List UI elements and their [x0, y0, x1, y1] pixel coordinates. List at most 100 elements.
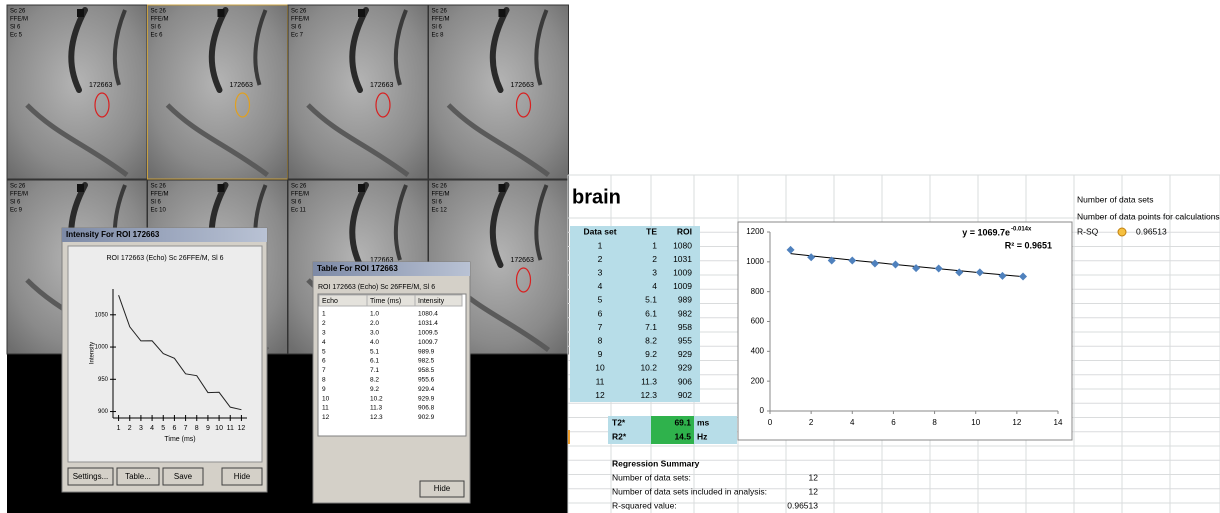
side-label: Number of data points for calculations: [1077, 211, 1220, 221]
tile-info: Sl 6: [291, 25, 302, 31]
x-tick-label: 8: [932, 418, 937, 427]
sheet-cell: 1: [598, 240, 603, 250]
table-cell: 906.8: [418, 405, 435, 412]
window-title: Table For ROI 172663: [317, 264, 398, 273]
button-label: Hide: [434, 484, 451, 493]
table-cell: 1031.4: [418, 320, 438, 327]
x-tick-label: 10: [971, 418, 980, 427]
y-tick-label: 400: [751, 346, 765, 355]
table-cell: 1009.7: [418, 339, 438, 346]
sheet-cell: 3: [652, 267, 657, 277]
status-dot: [1118, 228, 1126, 236]
x-tick-label: 4: [150, 425, 154, 432]
sheet-cell: 11.3: [641, 376, 657, 386]
tile-info: FFE/M: [151, 17, 169, 23]
param-label: T2*: [612, 417, 626, 427]
table-cell: 989.9: [418, 348, 435, 355]
tile-info: Sc 26: [10, 9, 26, 15]
tile-info: Sc 26: [432, 9, 448, 15]
column-header-label: Intensity: [418, 298, 445, 305]
tile-info: Sl 6: [151, 25, 162, 31]
y-tick-label: 1200: [746, 227, 764, 236]
sheet-header: Data set: [583, 226, 616, 236]
sheet-cell: 1009: [673, 267, 692, 277]
x-tick-label: 7: [184, 425, 188, 432]
sheet-cell: 929: [678, 349, 692, 359]
roi-label: 172663: [89, 82, 112, 89]
table-cell: 5.1: [370, 348, 379, 355]
table-cell: 1009.5: [418, 330, 438, 337]
regression-value: 12: [809, 486, 819, 496]
tile-info: Sl 6: [291, 200, 302, 206]
table-cell: 929.9: [418, 395, 435, 402]
tile-info: Sc 26: [291, 184, 307, 190]
sheet-cell: 9: [598, 349, 603, 359]
y-tick-label: 950: [98, 377, 109, 383]
table-cell: 1: [322, 311, 326, 318]
param-unit: ms: [697, 417, 710, 427]
tile-info: Sc 26: [151, 9, 167, 15]
table-cell: 5: [322, 348, 326, 355]
roi-label: 172663: [230, 82, 253, 89]
x-tick-label: 12: [238, 425, 246, 432]
table-cell: 982.5: [418, 358, 435, 365]
tile-info: Sc 26: [291, 9, 307, 15]
roi-label: 172663: [370, 82, 393, 89]
regression-title: Regression Summary: [612, 458, 700, 468]
tile-info: FFE/M: [151, 192, 169, 198]
table-cell: 955.6: [418, 377, 435, 384]
sheet-cell: 989: [678, 295, 692, 305]
table-cell: 9: [322, 386, 326, 393]
x-tick-label: 12: [1012, 418, 1021, 427]
sheet-cell: 8.2: [645, 335, 657, 345]
sheet-cell: 12.3: [640, 390, 657, 400]
sheet-cell: 6: [598, 308, 603, 318]
regression-value: 12: [809, 472, 819, 482]
tile-info: Sc 26: [151, 184, 167, 190]
table-cell: 902.9: [418, 414, 435, 421]
tile-info: FFE/M: [432, 17, 450, 23]
marker: [499, 184, 506, 192]
x-tick-label: 3: [139, 425, 143, 432]
trend-exponent: -0.014x: [1011, 227, 1032, 233]
tile-info: Ec 9: [10, 208, 23, 214]
row-marker: [568, 430, 570, 444]
x-tick-label: 1: [117, 425, 121, 432]
sheet-cell: 8: [598, 335, 603, 345]
x-tick-label: 4: [850, 418, 855, 427]
table-cell: 12: [322, 414, 330, 421]
tile-info: Sl 6: [10, 200, 21, 206]
button-label: Settings...: [73, 472, 109, 481]
table-box: [318, 294, 466, 436]
column-header-label: Time (ms): [370, 298, 401, 305]
table-cell: 1.0: [370, 311, 379, 318]
tile-info: Ec 7: [291, 33, 304, 39]
y-tick-label: 900: [98, 409, 109, 415]
marker: [77, 9, 84, 17]
sheet-cell: 7: [598, 322, 603, 332]
sheet-cell: 2: [598, 254, 603, 264]
x-axis-label: Time (ms): [164, 436, 195, 443]
sheet-cell: 1031: [673, 254, 692, 264]
sheet-cell: 6.1: [645, 308, 657, 318]
roi-label: 172663: [511, 82, 534, 89]
y-tick-label: 1000: [95, 345, 109, 351]
tile-info: Ec 10: [151, 208, 167, 214]
table-cell: 7: [322, 367, 326, 374]
marker: [218, 9, 225, 17]
x-tick-label: 6: [891, 418, 896, 427]
tile-info: Sl 6: [151, 200, 162, 206]
marker: [218, 184, 225, 192]
tile-info: FFE/M: [291, 192, 309, 198]
table-cell: 3.0: [370, 330, 379, 337]
y-tick-label: 800: [751, 287, 765, 296]
trend-equation: y = 1069.7e: [962, 227, 1010, 237]
sheet-cell: 10: [595, 363, 605, 373]
sheet-cell: 9.2: [645, 349, 657, 359]
plot-title: ROI 172663 (Echo) Sc 26FFE/M, Sl 6: [106, 255, 223, 262]
marker: [77, 184, 84, 192]
x-tick-label: 11: [227, 425, 234, 432]
table-cell: 7.1: [370, 367, 379, 374]
y-tick-label: 600: [751, 317, 765, 326]
tile-info: FFE/M: [10, 17, 28, 23]
